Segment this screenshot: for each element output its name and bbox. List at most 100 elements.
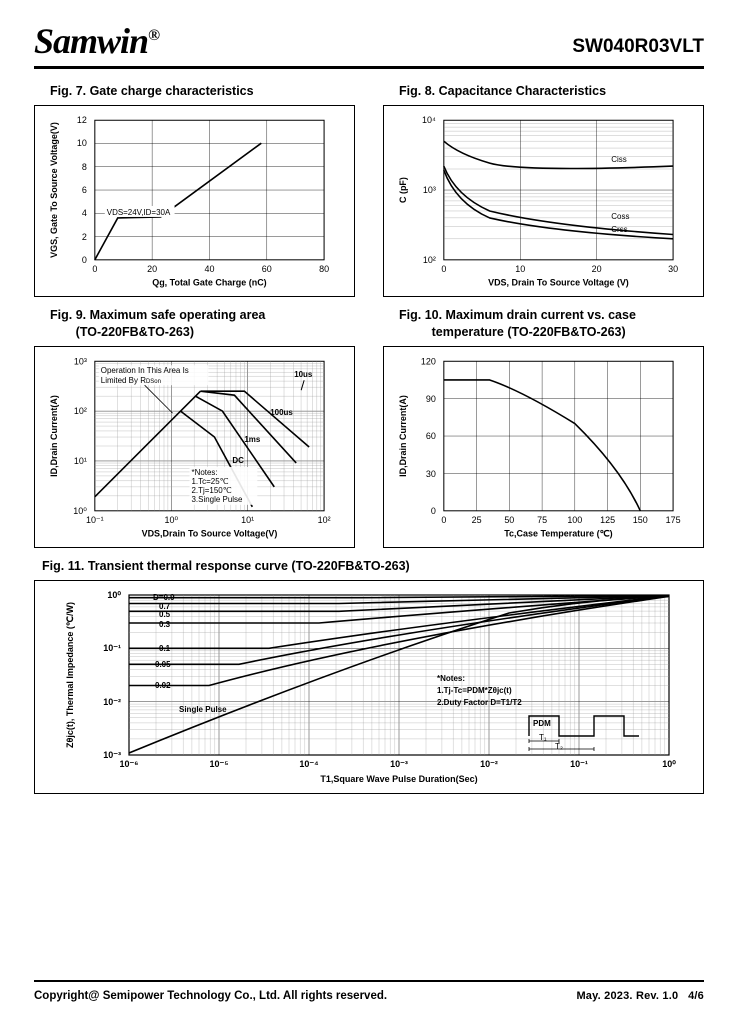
svg-text:10⁻⁵: 10⁻⁵: [210, 759, 229, 769]
svg-text:60: 60: [262, 264, 272, 274]
fig8-chart: 10² 10³ 10⁴ 0 10 20 30 Ciss Coss Crss VD…: [384, 106, 703, 296]
svg-text:ID,Drain Current(A): ID,Drain Current(A): [398, 395, 408, 477]
svg-text:0.02: 0.02: [155, 681, 171, 690]
svg-text:10⁻⁶: 10⁻⁶: [120, 759, 139, 769]
fig10: Fig. 10. Maximum drain current vs. case …: [383, 307, 704, 548]
fig11-title: Fig. 11. Transient thermal response curv…: [34, 558, 704, 574]
svg-text:T₂: T₂: [555, 742, 563, 751]
footer: Copyright@ Semipower Technology Co., Ltd…: [34, 980, 704, 1002]
svg-text:120: 120: [421, 356, 436, 366]
fig9-chart: 10⁰ 10¹ 10² 10³ 10⁻¹ 10⁰ 10¹ 10² 10us 10…: [35, 347, 354, 547]
svg-text:10³: 10³: [423, 185, 436, 195]
fig7-title: Fig. 7. Gate charge characteristics: [34, 83, 355, 99]
svg-text:10¹: 10¹: [74, 456, 87, 466]
svg-text:10⁻¹: 10⁻¹: [570, 759, 588, 769]
svg-text:Ciss: Ciss: [611, 155, 627, 164]
svg-text:10²: 10²: [423, 255, 436, 265]
svg-text:10⁴: 10⁴: [422, 115, 436, 125]
svg-text:10⁰: 10⁰: [662, 759, 676, 769]
brand-logo: Samwin®: [34, 20, 159, 62]
svg-text:10⁻¹: 10⁻¹: [103, 643, 121, 653]
svg-text:1.Tc=25℃: 1.Tc=25℃: [192, 477, 229, 486]
svg-text:100us: 100us: [270, 408, 293, 417]
svg-text:PDM: PDM: [533, 719, 551, 728]
svg-text:10²: 10²: [74, 406, 87, 416]
svg-text:25: 25: [472, 515, 482, 525]
svg-text:75: 75: [537, 515, 547, 525]
svg-text:D=0.9: D=0.9: [153, 593, 175, 602]
fig8-title: Fig. 8. Capacitance Characteristics: [383, 83, 704, 99]
svg-text:Single Pulse: Single Pulse: [179, 705, 227, 714]
svg-text:30: 30: [426, 469, 436, 479]
svg-text:DC: DC: [232, 456, 244, 465]
svg-text:10⁰: 10⁰: [164, 515, 178, 525]
svg-text:Zθjc(t), Thermal Impedance (℃: Zθjc(t), Thermal Impedance (℃/W): [65, 602, 75, 748]
svg-text:Crss: Crss: [611, 225, 627, 234]
svg-text:Qg, Total Gate Charge (nC): Qg, Total Gate Charge (nC): [152, 278, 266, 288]
fig8: Fig. 8. Capacitance Characteristics: [383, 83, 704, 297]
svg-text:40: 40: [204, 264, 214, 274]
svg-text:Tc,Case Temperature (℃): Tc,Case Temperature (℃): [504, 528, 612, 538]
svg-text:0.1: 0.1: [159, 644, 171, 653]
svg-text:30: 30: [668, 264, 678, 274]
svg-text:50: 50: [504, 515, 514, 525]
svg-text:T₁: T₁: [539, 733, 547, 742]
svg-text:10⁻⁴: 10⁻⁴: [299, 759, 318, 769]
svg-text:150: 150: [633, 515, 648, 525]
fig7: Fig. 7. Gate charge characteristics: [34, 83, 355, 297]
part-number: SW040R03VLT: [572, 36, 704, 62]
svg-text:12: 12: [77, 115, 87, 125]
svg-text:0: 0: [441, 264, 446, 274]
fig9-title: Fig. 9. Maximum safe operating area (TO-…: [34, 307, 355, 340]
svg-text:10⁻²: 10⁻²: [480, 759, 498, 769]
svg-text:0.05: 0.05: [155, 660, 171, 669]
svg-text:C (pF): C (pF): [398, 177, 408, 203]
svg-text:0.3: 0.3: [159, 620, 171, 629]
svg-text:0.5: 0.5: [159, 610, 171, 619]
svg-text:2: 2: [82, 232, 87, 242]
fig10-chart: 0 30 60 90 120 0 25 50 75 100 125 150 17…: [384, 347, 703, 547]
svg-text:10⁻³: 10⁻³: [103, 750, 121, 760]
registered-mark: ®: [148, 27, 159, 44]
svg-text:100: 100: [567, 515, 582, 525]
brand-text: Samwin: [34, 21, 148, 61]
svg-text:1ms: 1ms: [244, 435, 261, 444]
svg-text:20: 20: [147, 264, 157, 274]
svg-text:VDS=24V,ID=30A: VDS=24V,ID=30A: [107, 208, 171, 217]
svg-text:10⁻¹: 10⁻¹: [86, 515, 104, 525]
fig10-title: Fig. 10. Maximum drain current vs. case …: [383, 307, 704, 340]
svg-text:10³: 10³: [74, 356, 87, 366]
svg-text:VGS, Gate To Source Voltage(V: VGS, Gate To Source Voltage(V): [49, 122, 59, 258]
svg-text:Coss: Coss: [611, 212, 629, 221]
svg-text:0: 0: [441, 515, 446, 525]
svg-text:ID,Drain Current(A): ID,Drain Current(A): [49, 395, 59, 477]
svg-text:*Notes:: *Notes:: [192, 468, 218, 477]
svg-text:3.Single Pulse: 3.Single Pulse: [192, 495, 244, 504]
svg-text:175: 175: [666, 515, 681, 525]
svg-text:6: 6: [82, 185, 87, 195]
svg-text:1.Tj-Tc=PDM*Zθjc(t): 1.Tj-Tc=PDM*Zθjc(t): [437, 686, 512, 695]
svg-text:2.Tj=150℃: 2.Tj=150℃: [192, 486, 232, 495]
svg-text:Operation In This Area Is: Operation In This Area Is: [101, 366, 189, 375]
svg-text:4: 4: [82, 208, 87, 218]
svg-text:10¹: 10¹: [241, 515, 254, 525]
svg-text:20: 20: [592, 264, 602, 274]
svg-text:0: 0: [92, 264, 97, 274]
svg-text:VDS,Drain To Source Voltage(V): VDS,Drain To Source Voltage(V): [142, 528, 278, 538]
svg-text:10: 10: [77, 138, 87, 148]
copyright: Copyright@ Semipower Technology Co., Ltd…: [34, 990, 387, 1002]
fig11: Fig. 11. Transient thermal response curv…: [34, 558, 704, 794]
header: Samwin® SW040R03VLT: [34, 20, 704, 69]
page-meta: May. 2023. Rev. 1.0 4/6: [576, 990, 704, 1002]
svg-text:0: 0: [431, 506, 436, 516]
svg-text:0: 0: [82, 255, 87, 265]
svg-text:2.Duty Factor D=T1/T2: 2.Duty Factor D=T1/T2: [437, 698, 522, 707]
fig9: Fig. 9. Maximum safe operating area (TO-…: [34, 307, 355, 548]
svg-text:10⁰: 10⁰: [107, 590, 121, 600]
svg-text:10us: 10us: [294, 370, 313, 379]
svg-text:VDS, Drain To Source Voltage (: VDS, Drain To Source Voltage (V): [488, 278, 629, 288]
svg-text:8: 8: [82, 162, 87, 172]
svg-text:T1,Square Wave Pulse Duration(: T1,Square Wave Pulse Duration(Sec): [320, 774, 477, 784]
svg-text:60: 60: [426, 431, 436, 441]
svg-text:10⁻²: 10⁻²: [103, 697, 121, 707]
